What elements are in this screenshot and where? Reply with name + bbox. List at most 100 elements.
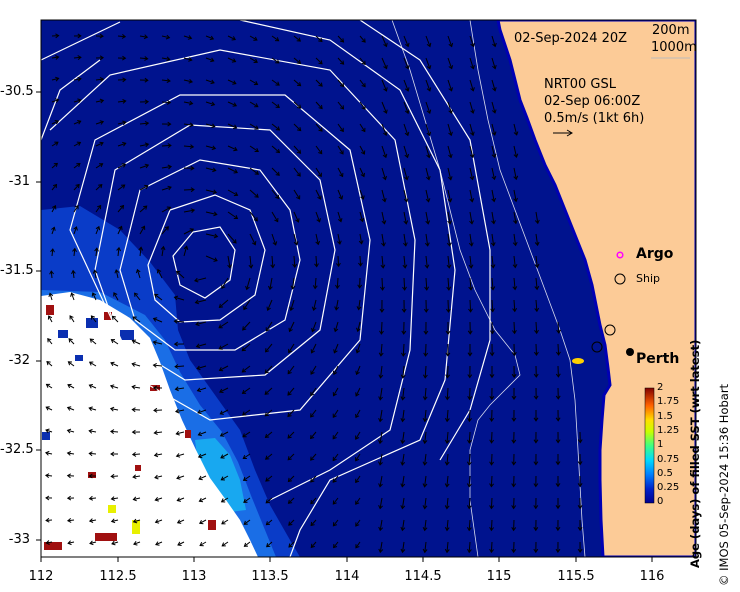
current-vector (447, 101, 452, 114)
current-vector (73, 141, 81, 147)
current-scale-arrow (553, 129, 573, 137)
current-vector (139, 226, 145, 235)
current-vector (292, 277, 295, 289)
current-vector (221, 277, 229, 289)
current-vector-head (88, 428, 93, 434)
current-vector (401, 519, 405, 531)
current-vector (249, 123, 259, 130)
current-vector-head (89, 338, 94, 343)
current-vector (67, 384, 75, 389)
current-vector-head (555, 417, 561, 422)
current-vector-head (88, 406, 93, 412)
current-vector (117, 226, 123, 235)
current-vector-head (288, 348, 293, 354)
current-vector-head (70, 292, 75, 297)
current-vector-head (243, 520, 248, 525)
current-vector-head (287, 412, 292, 418)
current-vector-head (444, 505, 450, 510)
current-vector-head (95, 225, 101, 231)
current-vector (315, 145, 323, 154)
current-vector-head (143, 205, 148, 210)
current-vector-head (361, 60, 366, 66)
current-vector (45, 406, 53, 411)
current-vector (132, 453, 141, 456)
current-vector (403, 57, 409, 69)
current-vector (287, 453, 295, 461)
current-vector-head (232, 124, 238, 129)
current-vector (425, 79, 431, 92)
current-vector (221, 519, 229, 525)
current-vector-head (227, 264, 232, 269)
current-vector-head (66, 495, 72, 501)
current-vector-head (577, 483, 583, 488)
current-vector-head (254, 193, 259, 198)
current-vector-head (400, 439, 406, 445)
current-vector-head (241, 389, 247, 394)
current-vector (73, 78, 81, 81)
current-vector-head (209, 35, 215, 41)
current-vector (333, 387, 339, 396)
current-vector (491, 145, 496, 158)
current-vector-head (296, 37, 302, 42)
current-vector-head (422, 526, 428, 532)
current-vector-head (533, 461, 539, 466)
current-vector-head (310, 521, 315, 527)
current-vector (195, 299, 207, 304)
current-vector-head (45, 450, 50, 456)
current-vector-head (422, 548, 428, 554)
current-vector-head (132, 518, 138, 524)
current-vector-head (221, 520, 226, 525)
current-vector-head (533, 395, 539, 400)
current-vector-head (233, 169, 239, 174)
current-vectors (44, 33, 583, 554)
current-vector (219, 299, 229, 308)
current-vector-head (264, 412, 269, 417)
current-vector (153, 318, 163, 323)
current-vector-head (287, 499, 293, 504)
current-vector-head (311, 306, 317, 311)
current-vector-head (361, 127, 366, 133)
current-vector-head (423, 308, 429, 313)
current-vector-head (400, 526, 406, 532)
current-vector-head (422, 374, 428, 379)
current-vector (73, 184, 80, 191)
current-vector (425, 167, 430, 180)
current-vector (154, 431, 163, 434)
current-vector-head (152, 385, 158, 391)
current-vector (68, 338, 75, 345)
current-vector-head (312, 285, 318, 290)
current-vector (50, 271, 53, 279)
current-vector (557, 321, 560, 334)
current-vector (219, 365, 229, 371)
current-vector (355, 409, 361, 418)
current-vector (424, 475, 427, 487)
current-vector (491, 431, 493, 443)
current-vector-head (556, 351, 561, 356)
current-vector (356, 365, 361, 375)
current-vector-head (297, 126, 302, 132)
current-vector-head (533, 351, 539, 357)
current-vector (490, 519, 493, 531)
current-vector (220, 453, 229, 459)
current-vector-head (131, 407, 136, 413)
current-vector-head (138, 246, 144, 251)
current-vector (287, 387, 295, 396)
current-time: 02-Sep 06:00Z (544, 94, 641, 109)
current-vector (117, 121, 126, 125)
current-vector (112, 315, 119, 323)
current-vector (446, 497, 449, 509)
current-vector (424, 541, 427, 553)
current-vector-head (314, 263, 319, 268)
current-vector (227, 57, 236, 63)
current-vector (154, 453, 163, 456)
current-vector (218, 343, 229, 350)
current-vector (401, 497, 405, 509)
current-vector (132, 340, 141, 345)
current-vector-head (174, 386, 179, 392)
y-tick-label: -32.5 (0, 442, 34, 457)
current-vector-head (511, 417, 517, 422)
current-vector-head (339, 105, 345, 110)
current-vector-head (444, 439, 450, 444)
current-vector (401, 431, 405, 444)
current-vector-head (512, 308, 518, 313)
